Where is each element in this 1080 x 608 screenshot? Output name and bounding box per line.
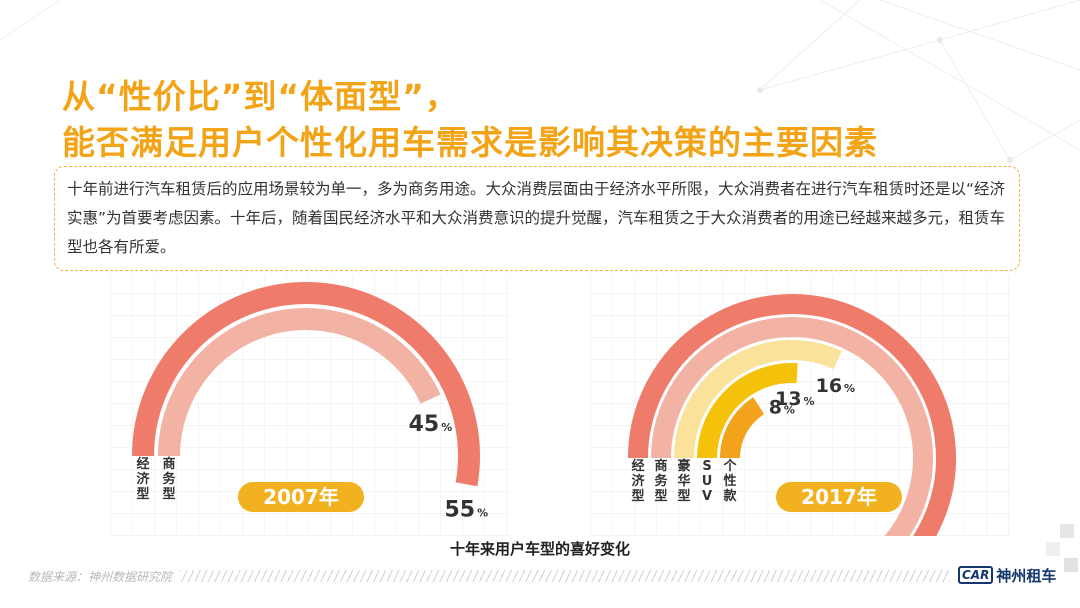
year-badge-2007: 2007年 [238,482,364,512]
value-label: 16% [816,375,855,397]
decorative-squares [1046,524,1078,572]
bar-个性款 [720,397,765,459]
value-label: 55% [445,497,489,522]
chart-2007: 55% 经济型 45% 商务型 2007年 [110,276,510,536]
category-label: 商务型 [162,456,176,502]
bar-商务型 [158,308,441,457]
category-label: 经济型 [631,458,645,504]
category-label: 商务型 [654,458,668,504]
radial-chart-2007: 55 % 经济型 45 % 商务型 [132,281,489,522]
category-label: 经济型 [136,456,150,502]
page-title-line-1: 从“性价比”到“体面型”， [62,77,459,116]
category-label: 个性款 [722,458,737,504]
intro-text-box: 十年前进行汽车租赁后的应用场景较为单一，多为商务用途。大众消费层面由于经济水平所… [54,166,1020,271]
data-source: 数据来源：神州数据研究院 [28,570,173,584]
bar-豪华型 [674,340,842,459]
brand-car-icon: CAR [958,566,994,584]
page-title-line-2: 能否满足用户个性化用车需求是影响其决策的主要因素 [62,123,878,162]
brand-name: 神州租车 [996,566,1057,585]
brand-logo: CAR 神州租车 [958,564,1056,586]
chart-caption: 十年来用户车型的喜好变化 [449,540,630,558]
footer-hatch-decoration [180,570,950,582]
bar-经济型 [628,294,956,536]
bar-商务型 [651,317,933,536]
year-badge-2017: 2017年 [776,482,902,512]
value-label: 45% [409,412,453,437]
category-label: 豪华型 [677,458,690,504]
bar-经济型 [132,281,480,487]
bar-SUV [697,363,798,459]
